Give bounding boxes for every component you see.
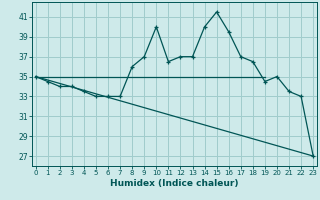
- X-axis label: Humidex (Indice chaleur): Humidex (Indice chaleur): [110, 179, 239, 188]
